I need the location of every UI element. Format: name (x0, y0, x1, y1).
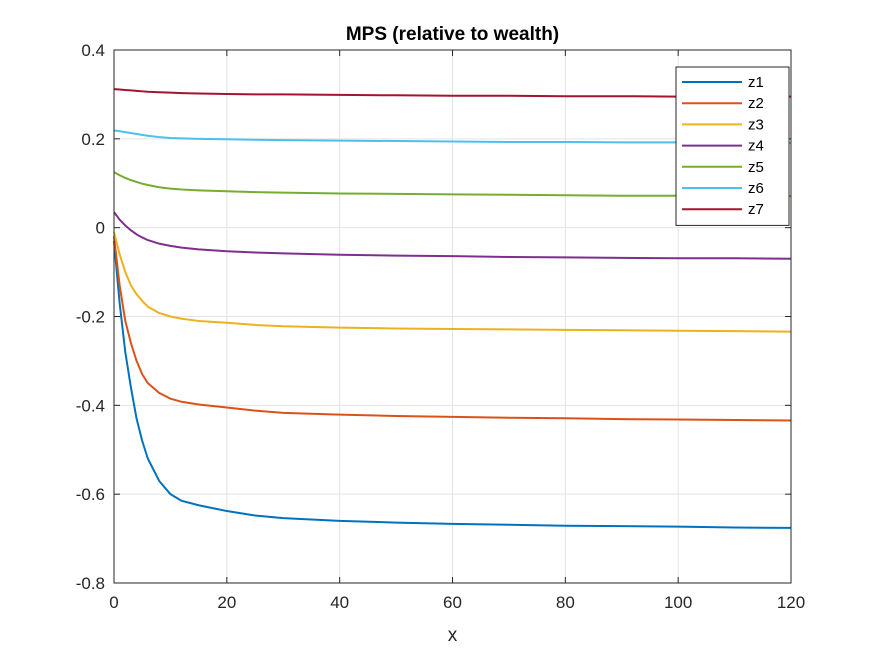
legend-label-z7: z7 (748, 201, 764, 218)
chart-title: MPS (relative to wealth) (346, 24, 559, 45)
series-lines (113, 88, 792, 529)
y-tick-label: -0.2 (76, 308, 105, 327)
y-tick-label: 0.2 (81, 130, 105, 149)
legend-label-z1: z1 (748, 74, 764, 91)
series-line-z7 (113, 88, 791, 98)
x-tick-label: 100 (664, 593, 692, 612)
legend-label-z2: z2 (748, 95, 764, 112)
y-tick-label: -0.6 (76, 485, 105, 504)
axis-ticks: 0 20 40 60 80 100 120 -0.8 -0.6 -0.4 -0.2 0 0.2 0.4 (76, 41, 805, 612)
y-tick-label: -0.4 (76, 396, 105, 415)
series-line-z3 (113, 231, 792, 333)
x-tick-label: 20 (217, 593, 236, 612)
legend-label-z3: z3 (748, 116, 764, 133)
y-tick-label: 0 (96, 219, 105, 238)
legend-label-z6: z6 (748, 180, 764, 197)
x-axis-label: x (448, 625, 458, 646)
series-line-z2 (113, 236, 792, 422)
series-line-z4 (113, 211, 792, 260)
series-line-z5 (113, 171, 791, 198)
legend: z1 z2 z3 z4 z5 z6 z7 (675, 66, 790, 226)
x-tick-label: 120 (777, 593, 805, 612)
series-line-z1 (113, 240, 792, 529)
x-tick-label: 80 (556, 593, 575, 612)
y-tick-label: 0.4 (81, 41, 105, 60)
y-tick-label: -0.8 (76, 574, 105, 593)
series-line-z6 (113, 129, 791, 144)
legend-label-z4: z4 (748, 138, 764, 155)
x-tick-label: 0 (109, 593, 118, 612)
legend-label-z5: z5 (748, 159, 764, 176)
x-tick-label: 60 (443, 593, 462, 612)
x-tick-label: 40 (330, 593, 349, 612)
